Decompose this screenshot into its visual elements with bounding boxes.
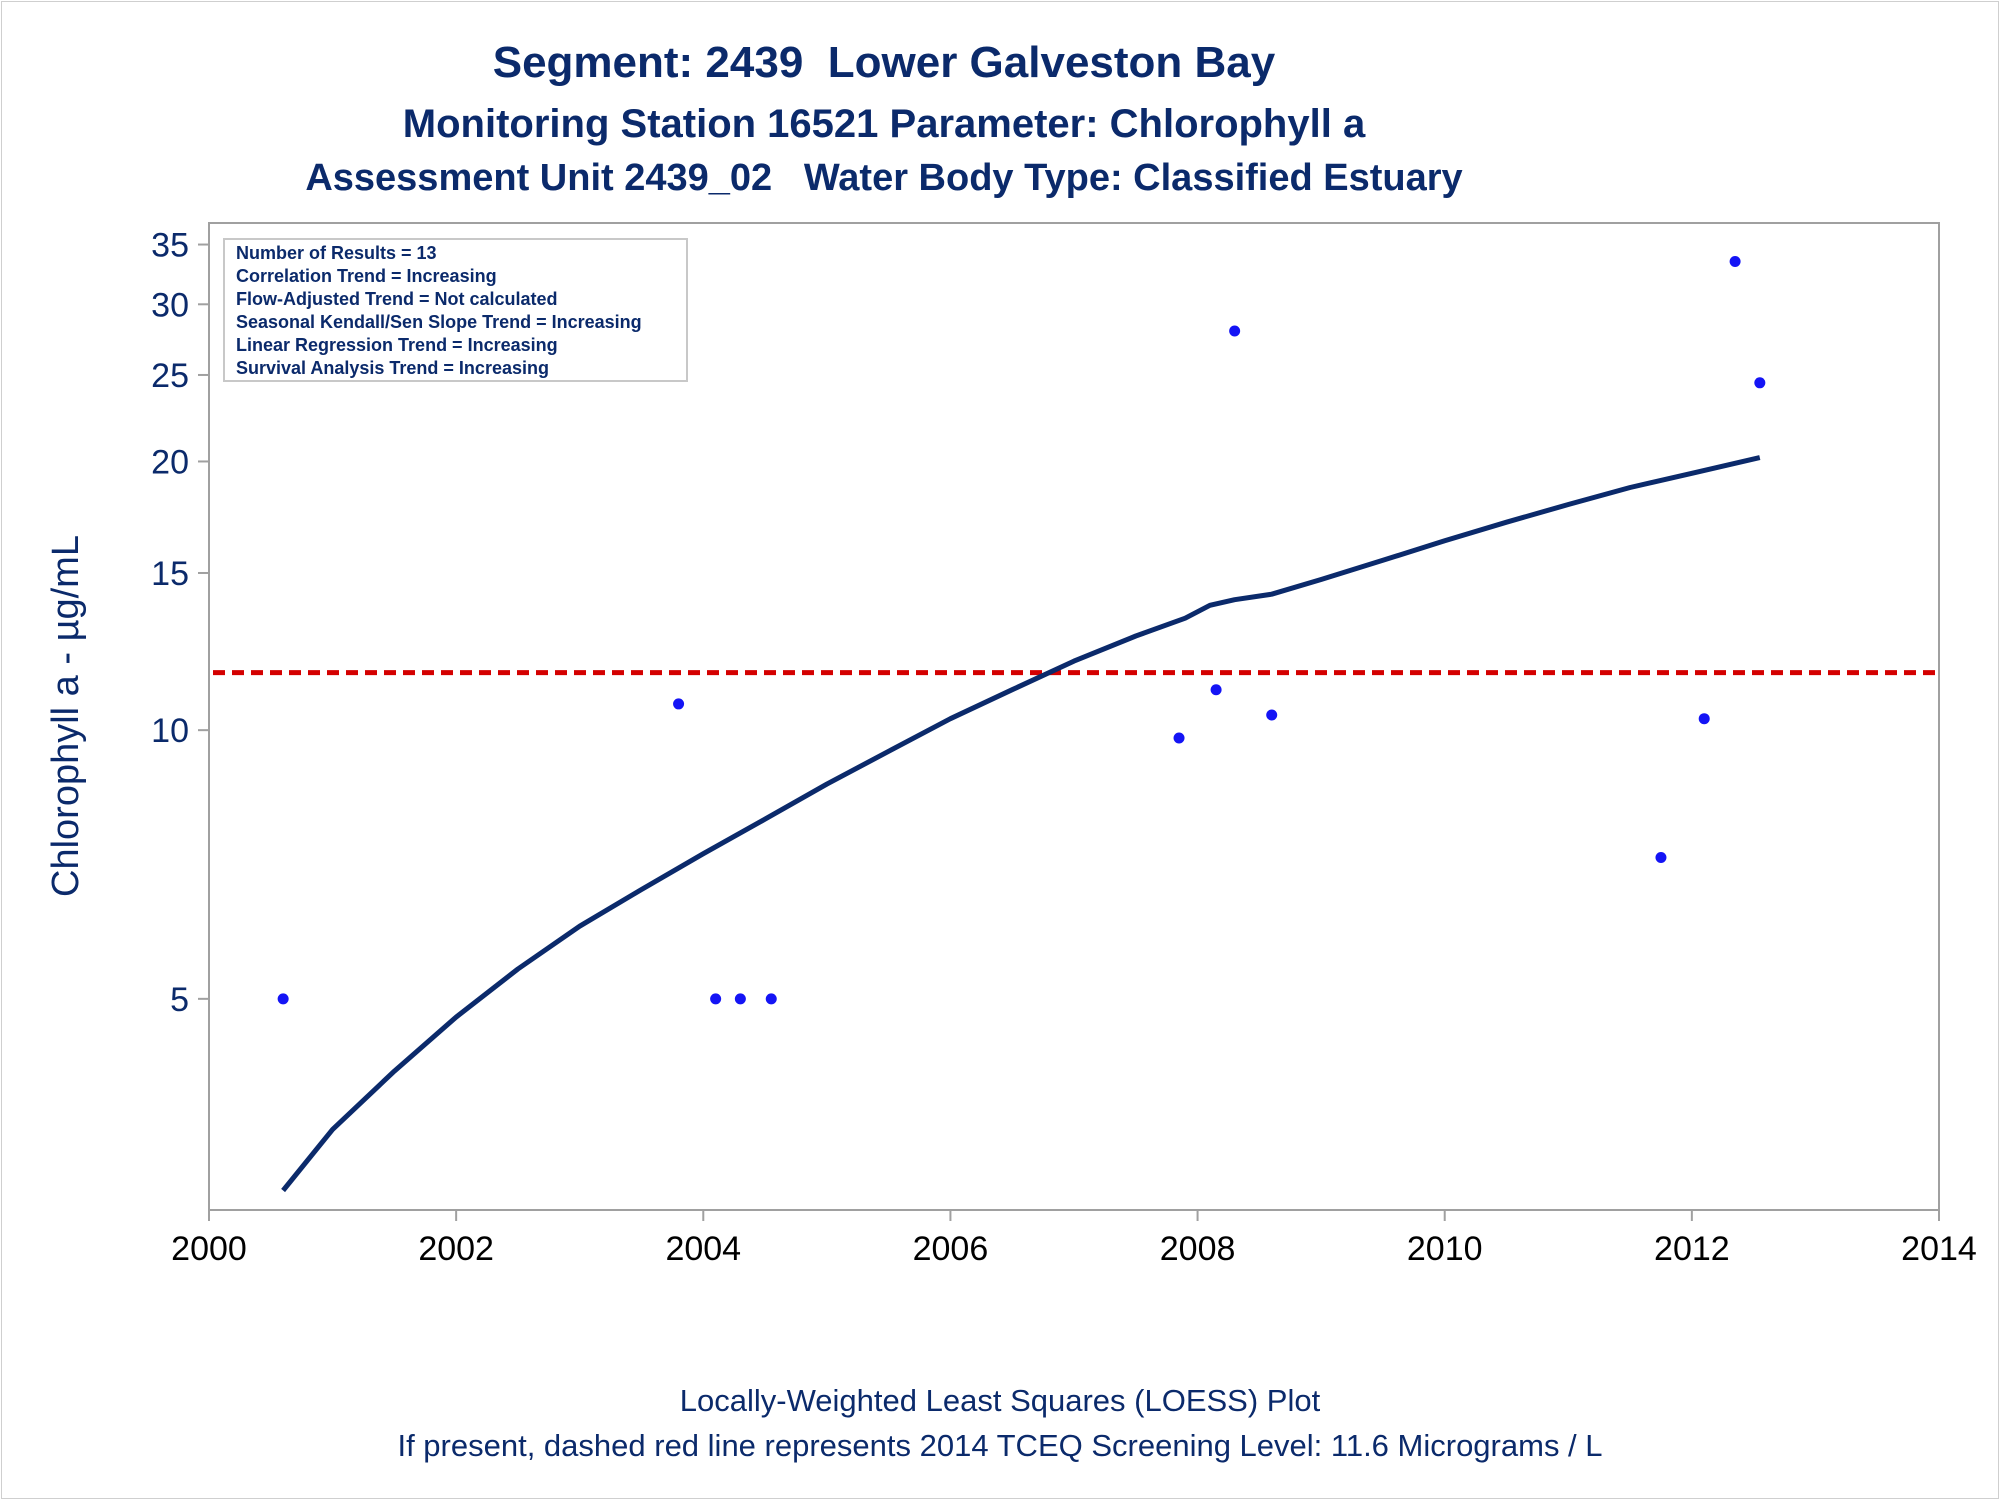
footnote-screening: If present, dashed red line represents 2…: [397, 1428, 1603, 1463]
chart-title: Segment: 2439 Lower Galveston Bay: [492, 38, 1276, 87]
x-tick-label: 2012: [1654, 1230, 1730, 1268]
data-point: [1173, 732, 1185, 744]
x-tick-label: 2010: [1407, 1230, 1483, 1268]
info-box-line: Seasonal Kendall/Sen Slope Trend = Incre…: [236, 312, 642, 332]
info-box-line: Flow-Adjusted Trend = Not calculated: [236, 289, 558, 309]
data-point: [710, 993, 722, 1005]
data-point: [1229, 325, 1241, 337]
data-point: [1266, 709, 1278, 721]
x-tick-label: 2006: [913, 1230, 989, 1268]
plot-area-frame: [208, 222, 1940, 1211]
footnote-loess: Locally-Weighted Least Squares (LOESS) P…: [679, 1383, 1321, 1418]
data-point: [277, 993, 289, 1005]
x-tick-label: 2004: [665, 1230, 741, 1268]
data-point: [1729, 256, 1741, 268]
y-tick-label: 20: [151, 443, 189, 481]
y-axis-label: Chlorophyll a - µg/mL: [45, 535, 87, 897]
y-tick-label: 5: [170, 981, 189, 1019]
info-box-line: Number of Results = 13: [236, 243, 437, 263]
y-tick-label: 15: [151, 555, 189, 593]
y-tick-label: 10: [151, 712, 189, 750]
y-tick-label: 25: [151, 357, 189, 395]
info-box: [223, 238, 688, 382]
y-tick-label: 35: [151, 227, 189, 265]
x-tick-label: 2008: [1160, 1230, 1236, 1268]
data-point: [1210, 684, 1222, 696]
data-point: [734, 993, 746, 1005]
data-point: [1655, 851, 1667, 863]
data-point: [673, 698, 685, 710]
loess-line: [281, 455, 1761, 1193]
info-box-line: Linear Regression Trend = Increasing: [236, 335, 558, 355]
data-point: [1754, 377, 1766, 389]
data-point: [765, 993, 777, 1005]
y-tick-label: 30: [151, 286, 189, 324]
x-tick-label: 2000: [171, 1230, 247, 1268]
chart-subtitle: Monitoring Station 16521 Parameter: Chlo…: [402, 102, 1366, 146]
chart-subtitle-2: Assessment Unit 2439_02 Water Body Type:…: [305, 157, 1463, 199]
info-box-line: Correlation Trend = Increasing: [236, 266, 497, 286]
x-tick-label: 2002: [418, 1230, 494, 1268]
info-box-line: Survival Analysis Trend = Increasing: [236, 358, 549, 378]
x-tick-label: 2014: [1901, 1230, 1977, 1268]
data-point: [1698, 713, 1710, 725]
